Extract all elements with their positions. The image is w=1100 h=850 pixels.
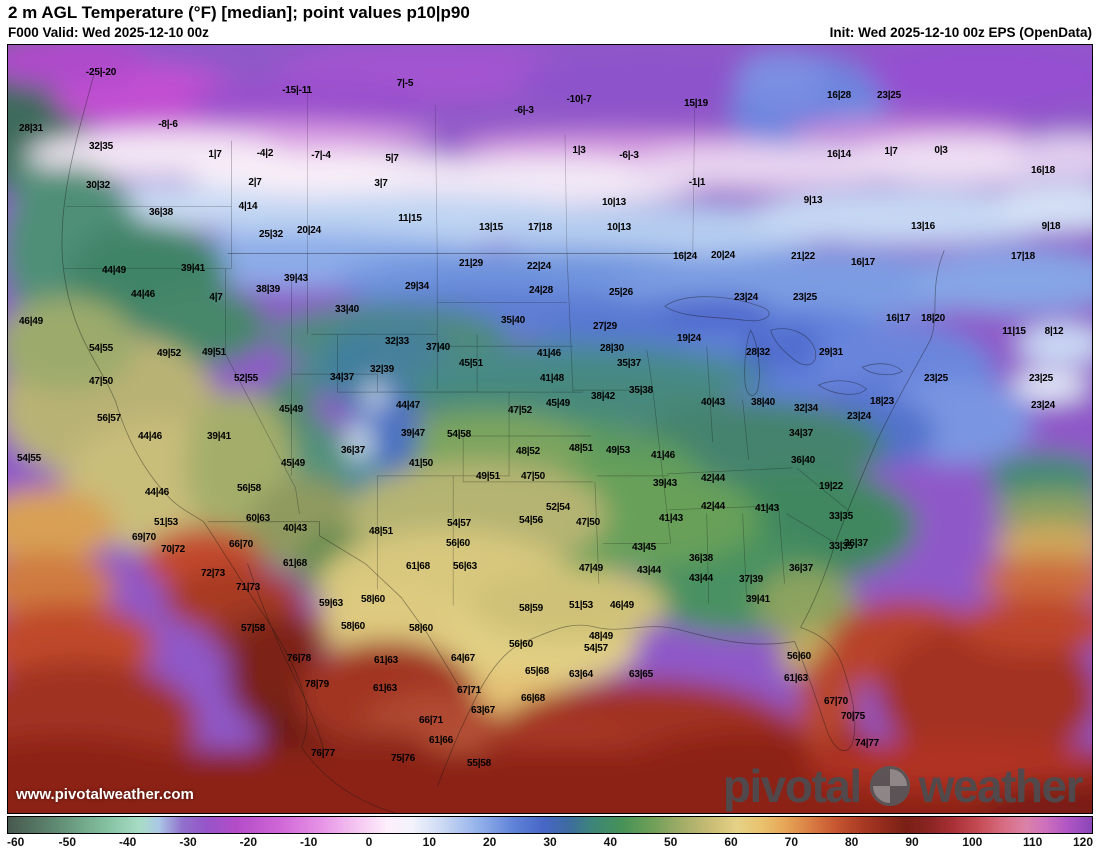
colorbar-tick-label: 50 xyxy=(663,835,678,849)
colorbar-tick-label: -40 xyxy=(118,835,137,849)
map-title: 2 m AGL Temperature (°F) [median]; point… xyxy=(8,3,470,22)
init-time: Init: Wed 2025-12-10 00z EPS (OpenData) xyxy=(829,24,1092,40)
colorbar-ticks: -60 -50 -40 -30 -20 -10 0 10 20 30 40 50 60 70 80 90 100… xyxy=(7,835,1093,849)
temperature-colorbar: -60 -50 -40 -30 -20 -10 0 10 20 30 40 50 60 70 80 90 100… xyxy=(7,816,1093,849)
colorbar-tick-label: -20 xyxy=(239,835,257,849)
colorbar-tick-label: 110 xyxy=(1022,835,1043,849)
colorbar-tick-label: 90 xyxy=(905,835,919,849)
colorbar-tick-label: 80 xyxy=(844,835,859,849)
site-watermark: www.pivotalweather.com xyxy=(16,786,194,803)
colorbar-tick-label: 70 xyxy=(784,835,799,849)
valid-time: F000 Valid: Wed 2025-12-10 00z xyxy=(8,24,209,40)
colorbar-tick-label: 40 xyxy=(603,835,618,849)
header-subrow: F000 Valid: Wed 2025-12-10 00z Init: Wed… xyxy=(8,25,1092,40)
province-borders xyxy=(307,85,694,254)
colorbar-tick-label: 0 xyxy=(365,835,373,849)
colorbar-tick-label: -30 xyxy=(179,835,197,849)
colorbar-tick-label: 60 xyxy=(724,835,738,849)
colorbar-tick-label: 120 xyxy=(1072,835,1093,849)
colorbar-tick-label: -50 xyxy=(58,835,76,849)
colorbar-tick-label: 20 xyxy=(482,835,497,849)
state-borders xyxy=(64,141,853,606)
colorbar-tick-label: 100 xyxy=(962,835,983,849)
colorbar-tick-label: 10 xyxy=(422,835,437,849)
colorbar-tick-label: -60 xyxy=(7,835,25,849)
logo-word-weather: weather xyxy=(918,760,1084,812)
temperature-map[interactable]: -25|-20 -15|-11 7|-5 -10|-7 15|19 16|28 23|25 2… xyxy=(7,44,1093,814)
geographic-borders xyxy=(62,75,944,813)
colorbar-gradient xyxy=(7,816,1093,834)
temperature-field-svg xyxy=(8,45,1092,813)
colorbar-tick-label: 30 xyxy=(543,835,557,849)
logo-word-pivotal: pivotal xyxy=(722,760,862,812)
pinwheel-icon xyxy=(869,766,910,806)
pivotal-weather-logo: pivotal weather xyxy=(722,760,1084,812)
header: 2 m AGL Temperature (°F) [median]; point… xyxy=(0,0,1100,44)
colorbar-tick-label: -10 xyxy=(299,835,318,849)
